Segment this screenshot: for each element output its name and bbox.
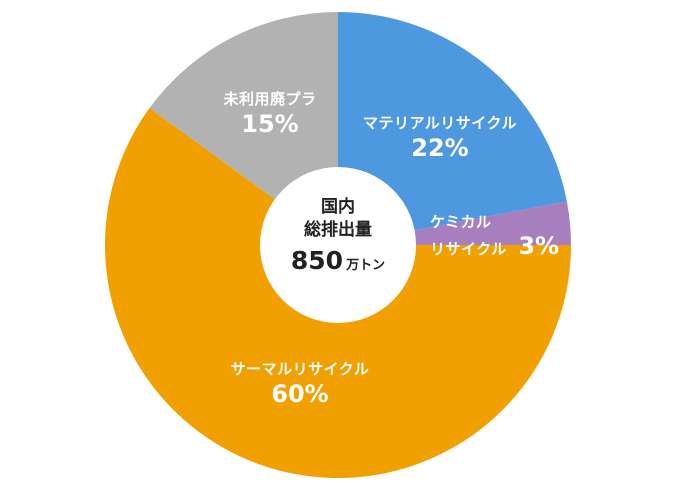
label-unused-pct: 15% — [241, 110, 299, 138]
label-unused-plastic: 未利用廃プラ 15% — [205, 88, 335, 139]
label-material-name: マテリアルリサイクル — [362, 114, 518, 132]
center-line2: 総排出量 — [304, 220, 372, 240]
center-total-label: 国内 総排出量 850 万トン — [260, 196, 416, 283]
label-unused-name: 未利用廃プラ — [223, 90, 317, 108]
label-material-recycle: マテリアルリサイクル 22% — [350, 112, 530, 163]
center-line1: 国内 — [321, 197, 355, 217]
label-chemical-recycle: ケミカル リサイクル 3% — [430, 211, 559, 262]
label-thermal-pct: 60% — [271, 380, 329, 408]
label-thermal-name: サーマルリサイクル — [230, 360, 370, 378]
center-unit: 万トン — [346, 258, 386, 273]
label-thermal-recycle: サーマルリサイクル 60% — [215, 358, 385, 409]
pie-slice-0 — [338, 12, 567, 245]
label-chemical-name-1: ケミカル — [430, 213, 492, 231]
center-value: 850 — [290, 246, 344, 275]
center-hole — [260, 167, 416, 323]
label-material-pct: 22% — [411, 134, 469, 162]
label-chemical-name-2: リサイクル — [430, 240, 507, 258]
label-chemical-pct: 3% — [518, 232, 560, 260]
